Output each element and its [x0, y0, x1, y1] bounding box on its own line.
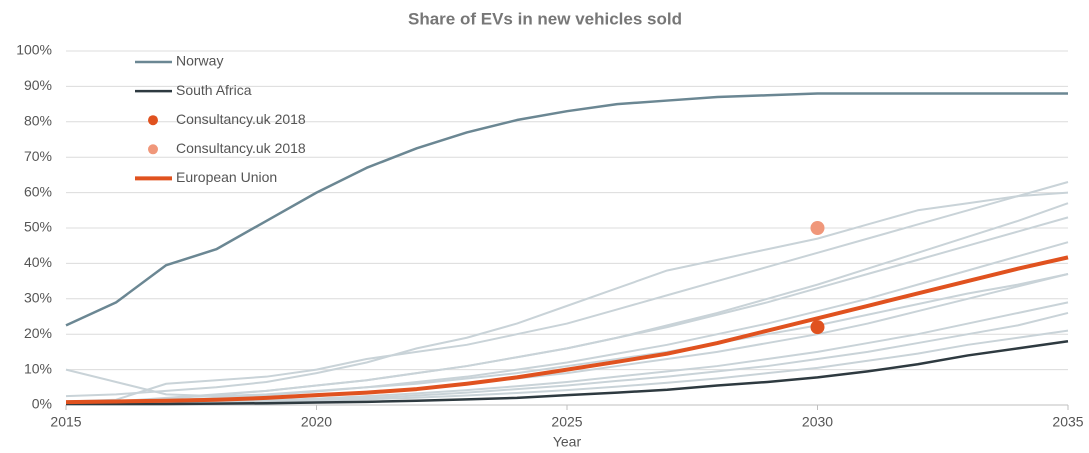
y-tick-label: 60% [24, 183, 52, 199]
legend: Norway South Africa Consultancy.uk 2018 Con… [135, 53, 306, 185]
legend-label: European Union [176, 169, 277, 185]
legend-label: South Africa [176, 82, 252, 98]
background-line [65, 329, 1069, 406]
y-tick-label: 100% [16, 42, 52, 58]
y-tick-label: 80% [24, 113, 52, 129]
y-tick-label: 20% [24, 325, 52, 341]
grid: 0% 10% 20% 30% 40% 50% 60% 70% 80% 90% 100% 2015 202… [16, 42, 1084, 430]
legend-label: Consultancy.uk 2018 [176, 140, 306, 156]
point [810, 221, 825, 235]
x-tick-label: 2030 [802, 414, 833, 430]
line [66, 340, 1069, 406]
background-line [65, 202, 1069, 405]
line [65, 255, 1069, 405]
background-line [65, 191, 1069, 398]
x-tick-label: 2020 [301, 414, 332, 430]
x-tick-label: 2025 [551, 414, 582, 430]
y-tick-label: 90% [24, 77, 52, 93]
y-tick-label: 0% [32, 396, 52, 412]
y-tick-label: 10% [24, 360, 52, 376]
series [65, 92, 1069, 406]
y-tick-label: 70% [24, 148, 52, 164]
x-axis-label: Year [553, 434, 582, 450]
background-lines [65, 181, 1069, 406]
background-line [65, 273, 1069, 398]
background-line [65, 241, 1069, 405]
legend-label: Norway [176, 53, 223, 69]
y-tick-label: 40% [24, 254, 52, 270]
background-line [65, 181, 1069, 403]
y-tick-label: 50% [24, 219, 52, 235]
point [810, 320, 825, 335]
legend-swatch [148, 144, 158, 155]
y-tick-label: 30% [24, 290, 52, 306]
x-tick-label: 2035 [1052, 414, 1083, 430]
legend-label: Consultancy.uk 2018 [176, 111, 306, 127]
line [65, 92, 1068, 327]
x-tick-label: 2015 [50, 414, 81, 430]
legend-swatch [148, 115, 158, 126]
chart-title: Share of EVs in new vehicles sold [408, 9, 682, 28]
